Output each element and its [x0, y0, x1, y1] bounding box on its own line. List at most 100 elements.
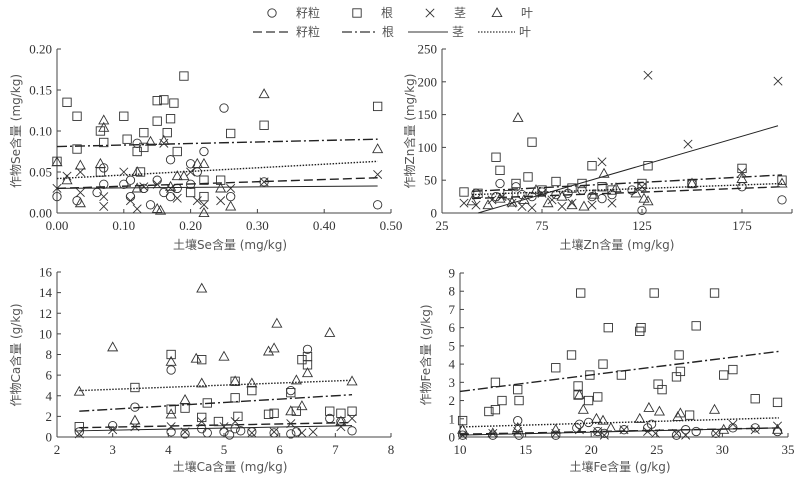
data-point-square [583, 395, 594, 406]
data-point-cross [459, 198, 469, 208]
data-point-triangle [151, 202, 163, 213]
data-point-triangle [196, 377, 208, 388]
data-point-circle [165, 191, 176, 202]
data-point-circle [495, 178, 505, 189]
data-point-square [573, 381, 583, 391]
legend-circle-icon [267, 8, 277, 18]
data-point-square [511, 178, 521, 189]
data-point-cross [75, 187, 85, 198]
data-point-cross [192, 196, 202, 206]
data-point-circle [577, 185, 587, 195]
data-point-triangle [285, 405, 297, 416]
data-point-triangle [290, 374, 302, 385]
data-point-square [139, 142, 149, 153]
data-point-cross [488, 428, 498, 438]
data-point-cross [199, 200, 209, 210]
data-point-triangle [107, 341, 119, 352]
y-tick-label: 14 [39, 285, 53, 300]
data-point-square [691, 321, 701, 331]
data-point-triangle [225, 200, 237, 211]
data-point-cross [527, 203, 537, 213]
data-point-square [523, 172, 533, 182]
trend-line-dotted [459, 417, 779, 428]
legend-triangle-icon [491, 7, 503, 18]
data-point-triangle [597, 414, 609, 425]
data-point-square [247, 385, 257, 396]
data-point-cross [269, 427, 279, 437]
data-point-square [72, 111, 82, 121]
data-point-triangle [577, 403, 589, 414]
x-tick-label: 7 [332, 442, 339, 457]
x-tick-label: 25 [650, 442, 663, 457]
data-point-square [259, 120, 269, 130]
data-point-square [199, 175, 209, 185]
data-point-circle [74, 427, 84, 437]
data-point-circle [627, 185, 637, 195]
data-point-circle [247, 427, 257, 437]
data-point-triangle [578, 200, 590, 211]
data-point-square [750, 394, 760, 404]
data-point-square [587, 161, 597, 171]
data-point-circle [291, 427, 302, 437]
data-point-triangle [642, 195, 654, 206]
data-point-square [152, 116, 162, 126]
legend-line-label: 叶 [519, 25, 531, 39]
y-tick-label: 3 [449, 375, 456, 390]
data-point-triangle [718, 423, 730, 434]
data-point-cross [336, 422, 346, 432]
data-point-triangle [198, 157, 210, 168]
data-point-circle [269, 428, 279, 438]
trend-line-solid [79, 425, 353, 432]
legend: 籽粒根茎叶籽粒根茎叶 [253, 5, 533, 39]
x-tick-label: 0.20 [179, 218, 202, 233]
data-point-triangle [736, 172, 748, 183]
data-point-cross [308, 427, 318, 437]
data-point-cross [773, 76, 783, 86]
data-point-triangle [131, 166, 143, 177]
data-point-square [230, 393, 240, 403]
x-tick-label: 0.00 [46, 218, 69, 233]
data-point-circle [488, 430, 498, 440]
data-point-circle [166, 427, 176, 437]
data-point-triangle [708, 403, 721, 414]
x-axis-title: 土壤Ca含量 (mg/kg) [173, 459, 288, 474]
x-tick-label: 2 [54, 442, 61, 457]
y-tick-label: 100 [418, 140, 438, 155]
data-point-cross [737, 167, 747, 177]
data-point-triangle [324, 326, 336, 337]
data-point-square [597, 182, 607, 192]
y-tick-label: 0.15 [29, 83, 52, 98]
data-point-circle [286, 429, 296, 439]
data-point-triangle [457, 423, 469, 434]
data-point-circle [551, 430, 561, 440]
data-point-cross [587, 200, 597, 210]
y-tick-label: 0 [449, 430, 456, 445]
data-point-square [197, 355, 207, 365]
data-point-triangle [542, 197, 554, 208]
data-point-square [159, 95, 169, 105]
trend-line-solid [477, 125, 779, 214]
data-point-square [297, 355, 307, 365]
data-point-triangle [129, 414, 141, 425]
data-point-cross [216, 196, 226, 206]
data-point-circle [671, 430, 682, 440]
y-tick-label: 6 [449, 320, 456, 335]
y-tick-label: 4 [46, 388, 53, 403]
trend-line-dotted [471, 182, 783, 196]
data-point-square [473, 188, 483, 198]
data-point-square [514, 395, 524, 406]
data-point-circle [159, 187, 169, 198]
x-tick-label: 5 [221, 442, 228, 457]
legend-marker-label: 叶 [521, 6, 533, 20]
data-point-square [657, 384, 667, 395]
data-point-circle [125, 175, 136, 185]
y-tick-label: 2 [46, 409, 53, 424]
x-tick-label: 0.50 [380, 218, 403, 233]
data-point-square [291, 406, 302, 416]
trend-line-solid [56, 185, 378, 189]
data-point-square [172, 146, 182, 157]
data-point-square [302, 351, 313, 362]
data-point-triangle [258, 88, 270, 99]
data-point-square [497, 395, 507, 406]
